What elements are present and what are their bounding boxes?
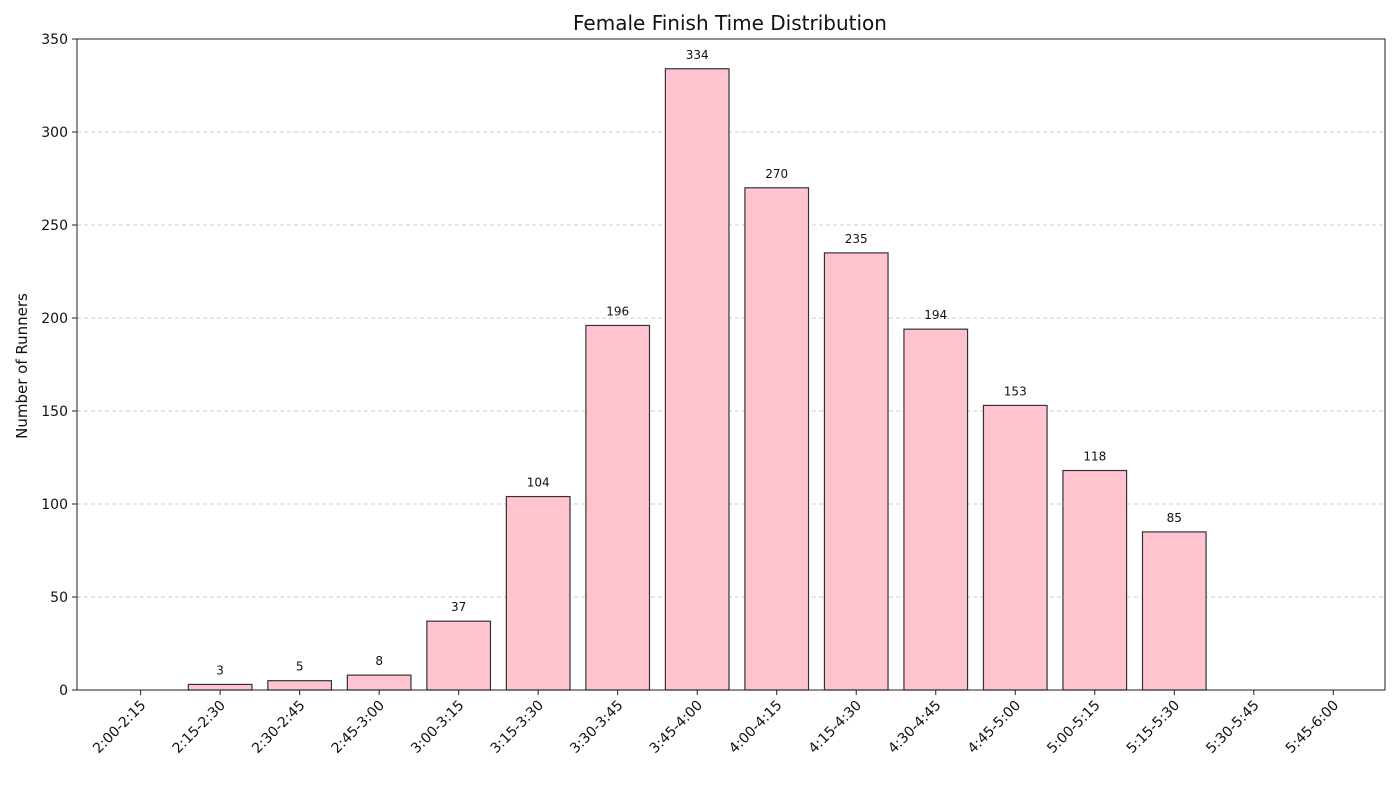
bar — [1141, 531, 1207, 691]
y-tick-label: 50 — [50, 590, 68, 606]
gridlines — [77, 38, 1385, 598]
bar-value-label: 85 — [1167, 511, 1182, 525]
y-tick-label: 250 — [41, 218, 68, 234]
bar — [1062, 469, 1128, 691]
bar-value-label: 334 — [686, 48, 709, 62]
chart-title: Female Finish Time Distribution — [573, 11, 887, 35]
plot-border — [76, 38, 1386, 691]
bar — [346, 674, 412, 691]
plot-frame — [76, 38, 1386, 691]
bar-value-label: 5 — [296, 660, 304, 674]
bar — [505, 495, 571, 691]
y-axis-ticks: 0 50 100 150 200 250 300 350 — [41, 32, 77, 699]
bar-value-labels: 3 5 8 37 104 196 334 270 235 194 153 118 85 — [216, 48, 1182, 678]
x-tick-label: 5:30-5:45 — [1203, 698, 1262, 757]
bar — [744, 187, 810, 691]
bar-value-label: 235 — [845, 232, 868, 246]
bar — [426, 620, 492, 691]
x-axis-ticks: 2:00-2:15 2:15-2:30 2:30-2:45 2:45-3:00 3:00… — [90, 690, 1342, 757]
bar-value-label: 194 — [924, 308, 947, 322]
x-tick-label: 5:45-6:00 — [1283, 698, 1342, 757]
bar — [664, 68, 730, 691]
y-tick-label: 150 — [41, 404, 68, 420]
x-tick-label: 3:00-3:15 — [408, 698, 467, 757]
bar — [982, 404, 1048, 691]
x-tick-label: 4:00-4:15 — [726, 698, 785, 757]
x-tick-label: 2:30-2:45 — [249, 698, 308, 757]
x-tick-label: 3:15-3:30 — [488, 698, 547, 757]
bar — [187, 683, 253, 691]
bar — [903, 328, 969, 691]
x-tick-label: 5:15-5:30 — [1124, 698, 1183, 757]
bar-value-label: 3 — [216, 663, 224, 677]
x-tick-label: 2:15-2:30 — [170, 698, 229, 757]
x-tick-label: 4:15-4:30 — [806, 698, 865, 757]
x-tick-label: 3:45-4:00 — [647, 698, 706, 757]
bar — [585, 324, 651, 691]
bar — [823, 252, 889, 691]
x-tick-label: 4:45-5:00 — [965, 698, 1024, 757]
bars — [187, 68, 1207, 691]
x-tick-label: 2:45-3:00 — [329, 698, 388, 757]
y-tick-label: 350 — [41, 32, 68, 48]
x-tick-label: 3:30-3:45 — [567, 698, 626, 757]
x-tick-label: 2:00-2:15 — [90, 698, 149, 757]
bar-value-label: 118 — [1083, 450, 1106, 464]
bar — [267, 680, 333, 691]
bar-value-label: 270 — [765, 167, 788, 181]
bar-value-label: 37 — [451, 600, 466, 614]
bar-value-label: 8 — [375, 654, 383, 668]
bar-value-label: 153 — [1004, 384, 1027, 398]
y-axis-label: Number of Runners — [13, 293, 31, 439]
bar-value-label: 196 — [606, 304, 629, 318]
y-tick-label: 0 — [59, 683, 68, 699]
y-tick-label: 200 — [41, 311, 68, 327]
x-tick-label: 5:00-5:15 — [1044, 698, 1103, 757]
x-tick-label: 4:30-4:45 — [885, 698, 944, 757]
bar-value-label: 104 — [527, 476, 550, 490]
y-tick-label: 100 — [41, 497, 68, 513]
y-tick-label: 300 — [41, 125, 68, 141]
